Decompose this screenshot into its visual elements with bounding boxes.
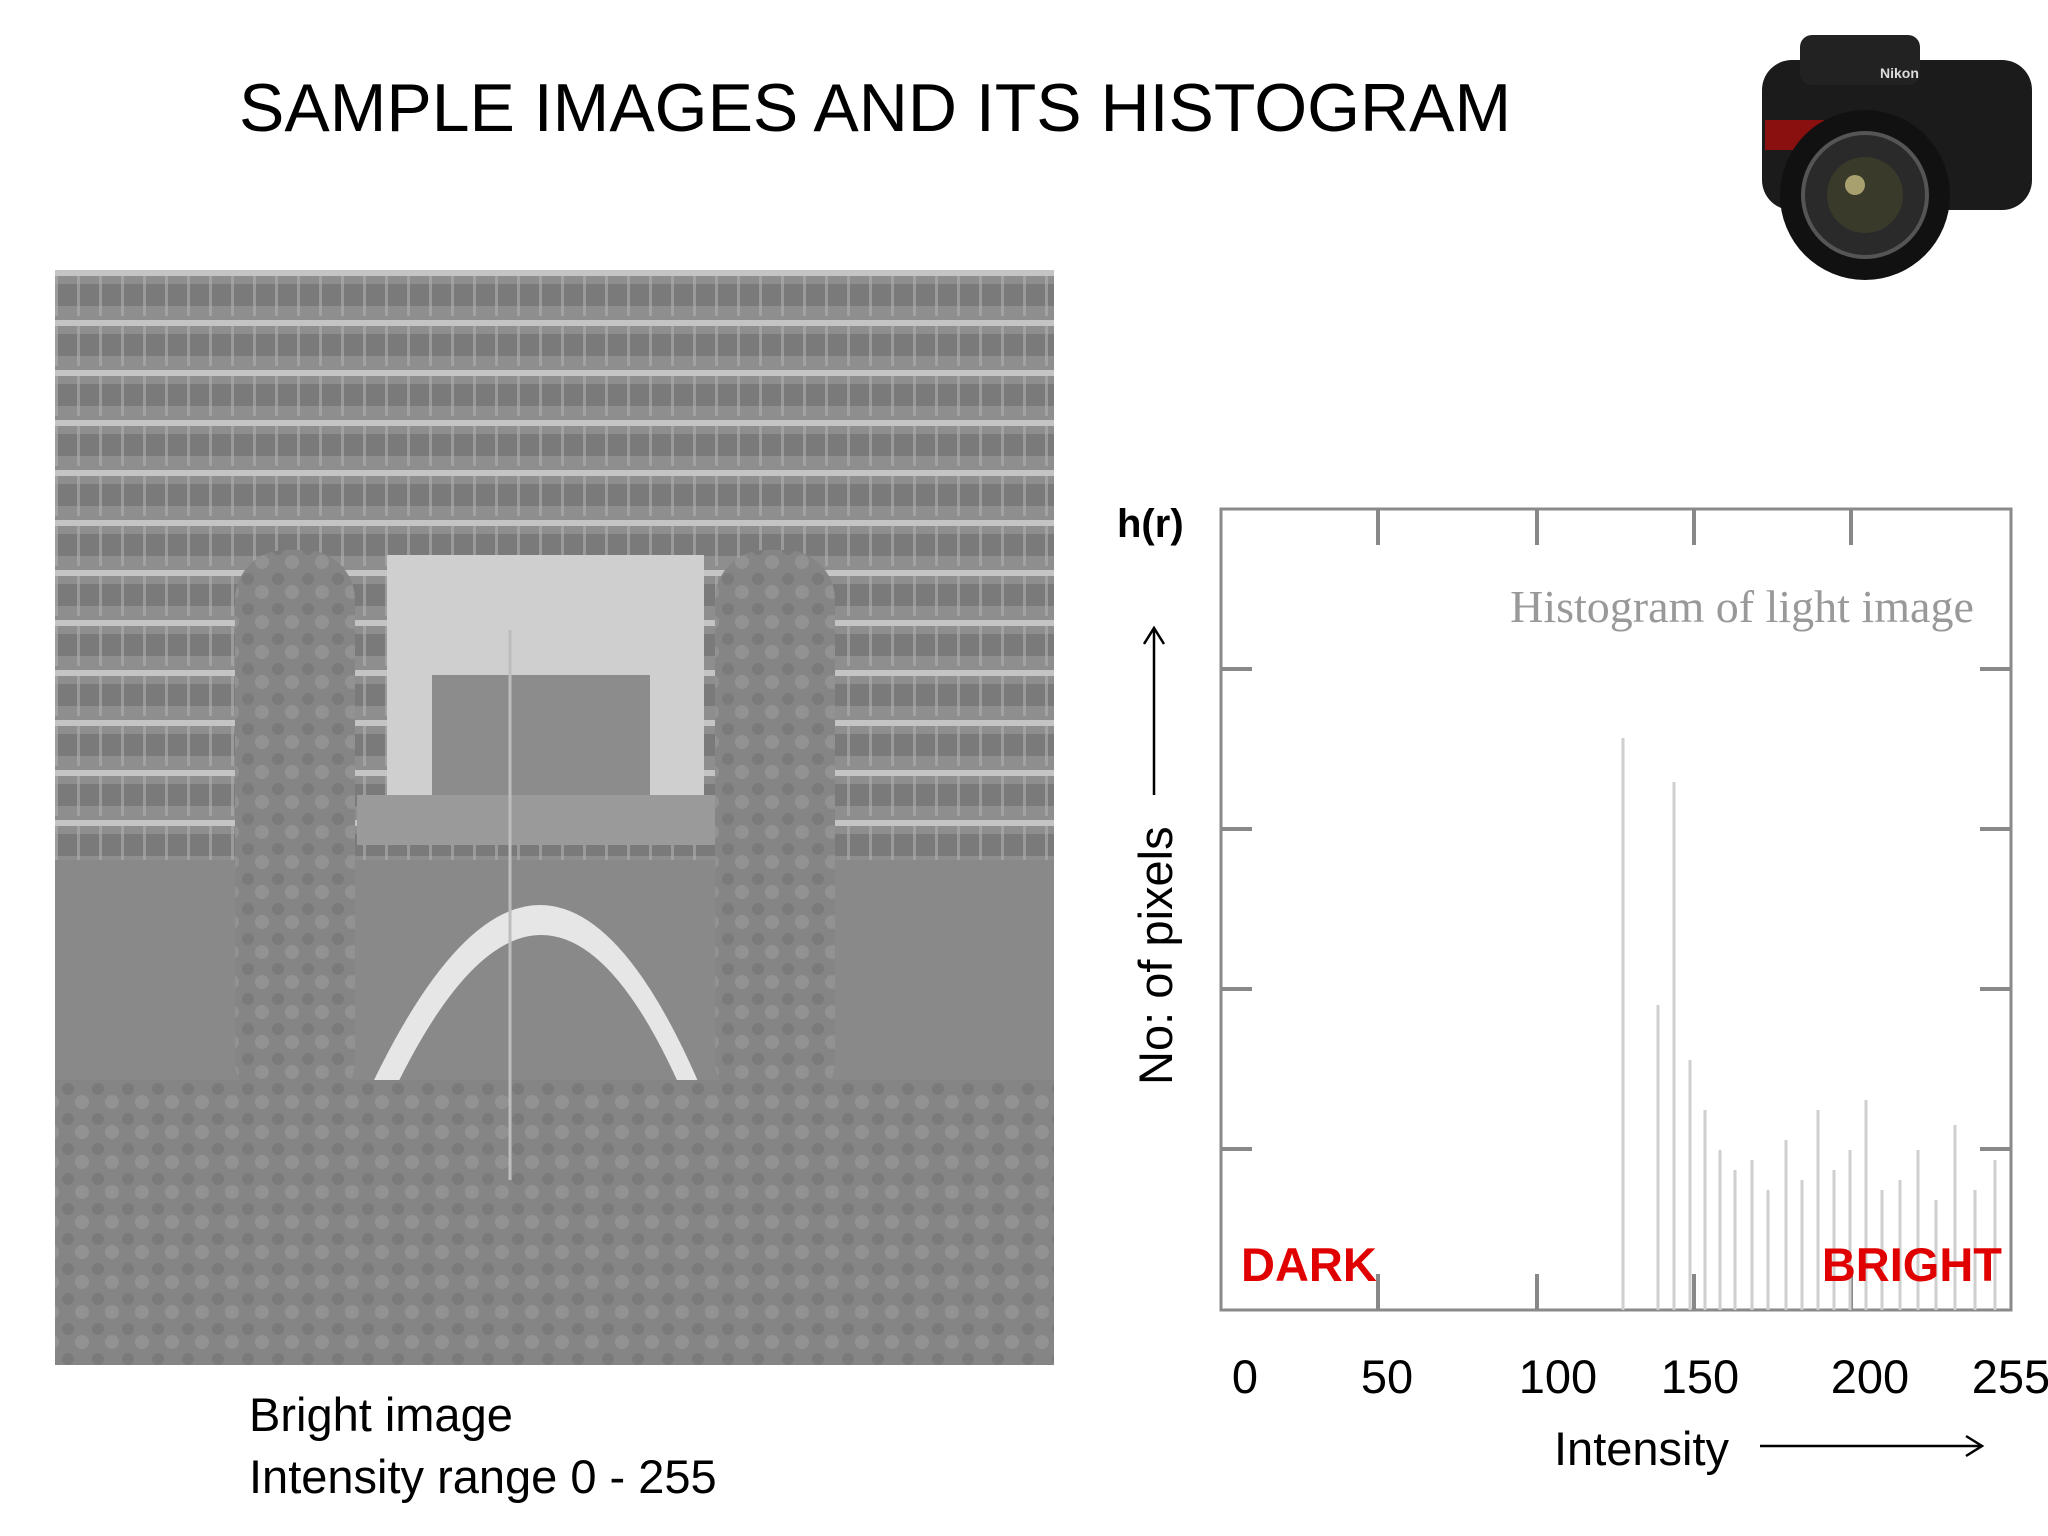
x-axis-label: Intensity	[1554, 1422, 1730, 1475]
x-tick-label: 50	[1361, 1350, 1413, 1403]
histogram-inner-title: Histogram of light image	[1510, 581, 1974, 632]
image-caption: Bright image	[249, 1388, 513, 1441]
x-tick-label: 150	[1661, 1350, 1739, 1403]
bright-photo	[55, 270, 1054, 1365]
svg-text:Nikon: Nikon	[1880, 65, 1919, 81]
image-caption: Intensity range 0 - 255	[249, 1450, 717, 1503]
x-tick-label: 200	[1831, 1350, 1909, 1403]
camera-icon: Nikon	[1762, 35, 2032, 280]
x-tick-label: 100	[1519, 1350, 1597, 1403]
y-label: h(r)	[1117, 502, 1184, 546]
histogram-panel: Histogram of light image DARK BRIGHT	[1219, 507, 2013, 1312]
slide-title: SAMPLE IMAGES AND ITS HISTOGRAM	[239, 70, 1511, 146]
y-axis-arrow	[1142, 625, 1166, 795]
x-tick-label: 255	[1972, 1350, 2048, 1403]
dark-label: DARK	[1241, 1238, 1377, 1291]
x-axis-arrow	[1760, 1434, 1985, 1458]
bright-label: BRIGHT	[1822, 1238, 2002, 1291]
x-tick-label: 0	[1232, 1350, 1258, 1403]
y-axis-label: No: of pixels	[1129, 826, 1182, 1085]
